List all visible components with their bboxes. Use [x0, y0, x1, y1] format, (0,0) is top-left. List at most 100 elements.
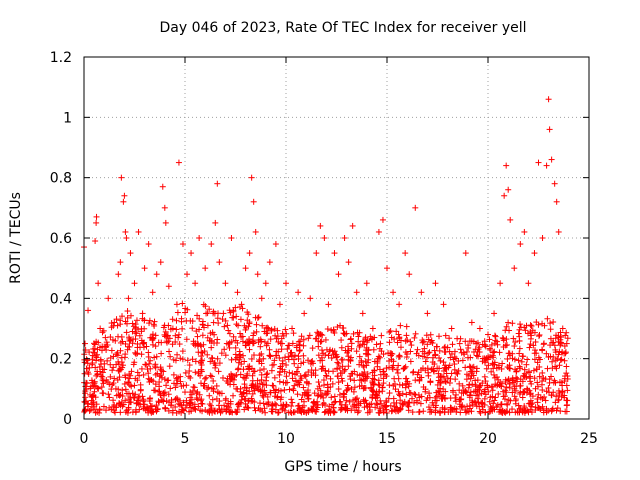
data-point	[83, 365, 90, 372]
data-point	[259, 322, 266, 329]
data-point	[115, 358, 122, 365]
data-point	[254, 384, 261, 391]
data-point	[479, 341, 486, 348]
data-point	[251, 404, 258, 411]
data-point	[498, 365, 505, 372]
data-point	[281, 407, 288, 414]
data-point	[423, 397, 430, 404]
data-point	[520, 388, 527, 395]
data-point	[355, 333, 362, 340]
data-point	[539, 347, 546, 354]
data-point	[226, 344, 233, 351]
data-point	[394, 366, 401, 373]
data-point	[563, 402, 570, 409]
data-point	[338, 375, 345, 382]
data-point	[100, 327, 107, 334]
data-point	[545, 384, 552, 391]
data-point	[267, 353, 274, 360]
data-point	[397, 392, 404, 399]
data-point	[230, 392, 237, 399]
data-point	[222, 352, 229, 359]
data-point	[525, 280, 532, 287]
data-point	[380, 351, 387, 358]
data-point	[362, 335, 369, 342]
data-point	[214, 355, 221, 362]
data-point	[393, 328, 400, 335]
data-point	[376, 388, 383, 395]
data-point	[324, 381, 331, 388]
data-point	[249, 372, 256, 379]
data-point	[358, 377, 365, 384]
data-point	[233, 371, 240, 378]
data-point	[249, 381, 256, 388]
data-point	[551, 377, 558, 384]
data-point	[373, 341, 380, 348]
data-point	[150, 387, 157, 394]
data-point	[245, 311, 252, 318]
data-point	[468, 319, 475, 326]
data-point	[470, 363, 477, 370]
data-point	[377, 340, 384, 347]
data-point	[153, 353, 160, 360]
data-point	[165, 283, 172, 290]
data-point	[140, 371, 147, 378]
data-point	[106, 394, 113, 401]
data-point	[122, 351, 129, 358]
data-point	[157, 364, 164, 371]
data-point	[507, 397, 514, 404]
data-point	[283, 401, 290, 408]
data-point	[252, 407, 259, 414]
data-point	[132, 329, 139, 336]
data-point	[161, 322, 168, 329]
data-point	[292, 352, 299, 359]
data-point	[300, 384, 307, 391]
data-point	[439, 393, 446, 400]
data-point	[259, 408, 266, 415]
data-point	[124, 314, 131, 321]
data-point	[161, 204, 168, 211]
data-point	[527, 341, 534, 348]
data-point	[522, 327, 529, 334]
data-point	[225, 400, 232, 407]
data-point	[123, 329, 130, 336]
data-point	[295, 289, 302, 296]
data-point	[462, 338, 469, 345]
data-point	[237, 316, 244, 323]
data-point	[172, 384, 179, 391]
data-point	[561, 394, 568, 401]
data-point	[296, 341, 303, 348]
data-point	[497, 280, 504, 287]
data-point	[314, 401, 321, 408]
data-point	[503, 384, 510, 391]
data-point	[145, 349, 152, 356]
data-point	[526, 375, 533, 382]
data-point	[377, 407, 384, 414]
data-point	[189, 318, 196, 325]
data-point	[517, 321, 524, 328]
data-point	[446, 335, 453, 342]
data-point	[156, 399, 163, 406]
data-point	[267, 336, 274, 343]
data-point	[127, 337, 134, 344]
data-point	[321, 235, 328, 241]
data-point	[424, 341, 431, 348]
data-point	[89, 361, 96, 368]
data-point	[492, 394, 499, 401]
data-point	[165, 391, 172, 398]
data-point	[417, 400, 424, 407]
data-point	[388, 350, 395, 357]
data-point	[272, 406, 279, 413]
data-point	[482, 378, 489, 385]
data-point	[293, 368, 300, 375]
data-point	[206, 407, 213, 414]
data-point	[264, 370, 271, 377]
data-point	[423, 332, 430, 339]
data-point	[347, 335, 354, 342]
x-tick-label: 5	[181, 431, 190, 447]
data-point	[331, 409, 338, 416]
data-point	[473, 365, 480, 372]
data-point	[274, 393, 281, 400]
data-point	[122, 397, 129, 404]
data-point	[273, 352, 280, 359]
data-point	[233, 385, 240, 392]
